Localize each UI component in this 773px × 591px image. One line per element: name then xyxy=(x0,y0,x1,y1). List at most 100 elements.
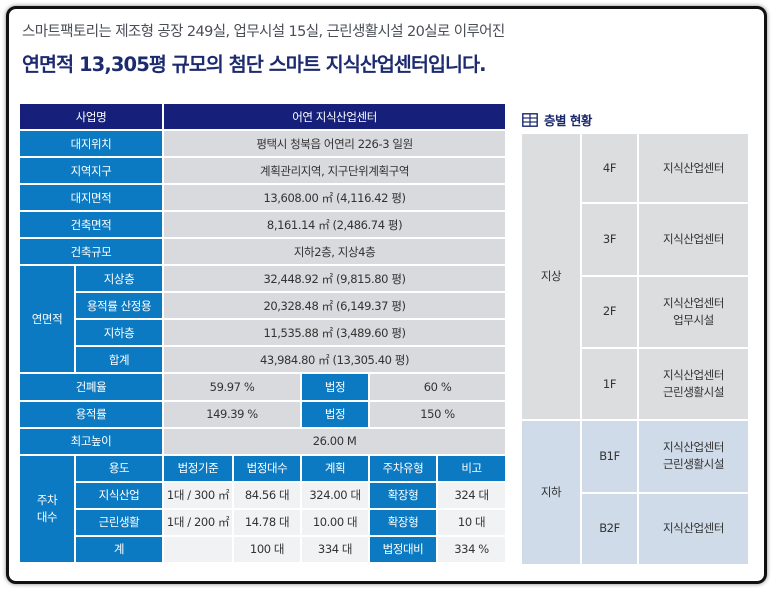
parking-header-standard: 법정기준 xyxy=(164,455,235,483)
table-row: 최고높이 26.00 M xyxy=(20,428,508,456)
table-row: 지하층 11,535.88 ㎡ (3,489.60 평) xyxy=(20,320,508,348)
table-row: 지식산업 1대 / 300 ㎡ 84.56 대 324.00 대 확장형 324… xyxy=(20,482,508,510)
fa-above-value: 32,448.92 ㎡ (9,815.80 평) xyxy=(164,266,508,294)
bcr-legal-label: 법정 xyxy=(302,374,371,402)
parking-row-use: 지식산업 xyxy=(76,482,165,510)
parking-header-type: 주차유형 xyxy=(370,455,439,483)
floor-use-line: 지식산업센터 xyxy=(662,440,725,455)
table-row: 건폐율 59.97 % 법정 60 % xyxy=(20,374,508,402)
overview-table: 사업명 어연 지식산업센터 대지위치 평택시 청북읍 어연리 226-3 일원 … xyxy=(20,104,508,564)
floor-use-line: 지식산업센터 xyxy=(662,160,725,175)
table-row: 사업명 어연 지식산업센터 xyxy=(20,104,508,132)
floor-use-line: 지식산업센터 xyxy=(662,521,725,536)
floor-use-line: 근린생활시설 xyxy=(662,385,725,400)
location-value: 평택시 청북읍 어연리 226-3 일원 xyxy=(164,131,508,159)
building-scale-label: 건축규모 xyxy=(20,239,165,267)
floor-use-line: 업무시설 xyxy=(673,312,714,327)
bcr-label: 건폐율 xyxy=(20,374,165,402)
floor-level: B2F xyxy=(582,493,639,566)
parking-row-cell: 1대 / 200 ㎡ xyxy=(164,509,235,537)
floor-area-label: 연면적 xyxy=(20,266,76,375)
table-row: 용적률 149.39 % 법정 150 % xyxy=(20,401,508,429)
floor-row: 2F 지식산업센터 업무시설 xyxy=(522,276,750,349)
floor-status-label: 층별 현황 xyxy=(544,113,592,128)
table-row: 용적률 산정용 20,328.48 ㎡ (6,149.37 평) xyxy=(20,293,508,321)
floor-status-title: 층별 현황 xyxy=(522,110,592,129)
floor-use: 지식산업센터 근린생활시설 xyxy=(639,421,750,494)
project-label: 사업명 xyxy=(20,104,165,132)
fa-above-label: 지상층 xyxy=(76,266,165,294)
table-row: 대지면적 13,608.00 ㎡ (4,116.42 평) xyxy=(20,185,508,213)
parking-row-cell: 1대 / 300 ㎡ xyxy=(164,482,235,510)
fa-below-label: 지하층 xyxy=(76,320,165,348)
floor-row: 지상 4F 지식산업센터 xyxy=(522,134,750,422)
floor-use-line: 지식산업센터 xyxy=(662,231,725,246)
parking-row-type: 법정대비 xyxy=(370,536,439,564)
bcr-legal-value: 60 % xyxy=(370,374,508,402)
parking-header-plan: 계획 xyxy=(302,455,371,483)
floor-use: 지식산업센터 xyxy=(639,493,750,566)
parking-row-type: 확장형 xyxy=(370,509,439,537)
floor-table: 지상 4F 지식산업센터 3F 지식산업센터 2F 지식산업센터 업무시설 1F… xyxy=(522,134,750,566)
floor-use: 지식산업센터 근린생활시설 xyxy=(639,348,750,422)
intro-title: 연면적 13,305평 규모의 첨단 스마트 지식산업센터입니다. xyxy=(22,53,487,76)
above-ground-label: 지상 xyxy=(522,134,582,422)
site-area-label: 대지면적 xyxy=(20,185,165,213)
table-row: 연면적 지상층 32,448.92 ㎡ (9,815.80 평) xyxy=(20,266,508,375)
floor-level: B1F xyxy=(582,421,639,494)
far-label: 용적률 xyxy=(20,401,165,429)
floor-row: 1F 지식산업센터 근린생활시설 xyxy=(522,348,750,422)
fa-far-value: 20,328.48 ㎡ (6,149.37 평) xyxy=(164,293,508,321)
floor-row: B2F 지식산업센터 xyxy=(522,493,750,566)
parking-row-cell: 10.00 대 xyxy=(302,509,371,537)
bcr-value: 59.97 % xyxy=(164,374,303,402)
floor-level: 4F xyxy=(582,134,639,205)
parking-row-cell: 10 대 xyxy=(438,509,508,537)
floor-use: 지식산업센터 xyxy=(639,134,750,205)
floor-level: 3F xyxy=(582,204,639,277)
parking-total-label: 계 xyxy=(76,536,165,564)
below-ground-label: 지하 xyxy=(522,421,582,566)
parking-row-type: 확장형 xyxy=(370,482,439,510)
fa-total-value: 43,984.80 ㎡ (13,305.40 평) xyxy=(164,347,508,375)
far-value: 149.39 % xyxy=(164,401,303,429)
parking-row-cell: 324 대 xyxy=(438,482,508,510)
floor-use-line: 지식산업센터 xyxy=(662,295,725,310)
parking-label-line1: 주차 xyxy=(36,492,58,507)
floor-use-line: 근린생활시설 xyxy=(662,457,725,472)
parking-header-legal: 법정대수 xyxy=(234,455,303,483)
site-area-value: 13,608.00 ㎡ (4,116.42 평) xyxy=(164,185,508,213)
table-row: 건축규모 지하2층, 지상4층 xyxy=(20,239,508,267)
far-legal-value: 150 % xyxy=(370,401,508,429)
floor-use: 지식산업센터 xyxy=(639,204,750,277)
floor-level: 2F xyxy=(582,276,639,349)
table-row: 건축면적 8,161.14 ㎡ (2,486.74 평) xyxy=(20,212,508,240)
building-icon xyxy=(522,112,538,127)
parking-header-use: 용도 xyxy=(76,455,165,483)
parking-label-line2: 대수 xyxy=(36,509,58,524)
max-height-label: 최고높이 xyxy=(20,428,165,456)
table-row: 주차 대수 용도 법정기준 법정대수 계획 주차유형 비고 xyxy=(20,455,508,564)
fa-below-value: 11,535.88 ㎡ (3,489.60 평) xyxy=(164,320,508,348)
floor-level: 1F xyxy=(582,348,639,422)
fa-total-label: 합계 xyxy=(76,347,165,375)
floor-row: 3F 지식산업센터 xyxy=(522,204,750,277)
table-row: 계 100 대 334 대 법정대비 334 % xyxy=(20,536,508,564)
table-row: 대지위치 평택시 청북읍 어연리 226-3 일원 xyxy=(20,131,508,159)
parking-label: 주차 대수 xyxy=(20,455,76,564)
table-row: 지역지구 계획관리지역, 지구단위계획구역 xyxy=(20,158,508,186)
parking-row-use: 근린생활 xyxy=(76,509,165,537)
zone-label: 지역지구 xyxy=(20,158,165,186)
table-row: 근린생활 1대 / 200 ㎡ 14.78 대 10.00 대 확장형 10 대 xyxy=(20,509,508,537)
building-area-label: 건축면적 xyxy=(20,212,165,240)
parking-row-cell: 334 대 xyxy=(302,536,371,564)
parking-row-cell: 334 % xyxy=(438,536,508,564)
location-label: 대지위치 xyxy=(20,131,165,159)
far-legal-label: 법정 xyxy=(302,401,371,429)
zone-value: 계획관리지역, 지구단위계획구역 xyxy=(164,158,508,186)
intro-subtitle: 스마트팩토리는 제조형 공장 249실, 업무시설 15실, 근린생활시설 20… xyxy=(22,24,505,40)
floor-row: 지하 B1F 지식산업센터 근린생활시설 xyxy=(522,421,750,566)
parking-row-cell: 84.56 대 xyxy=(234,482,303,510)
parking-row-cell xyxy=(164,536,235,564)
project-value: 어연 지식산업센터 xyxy=(164,104,508,132)
